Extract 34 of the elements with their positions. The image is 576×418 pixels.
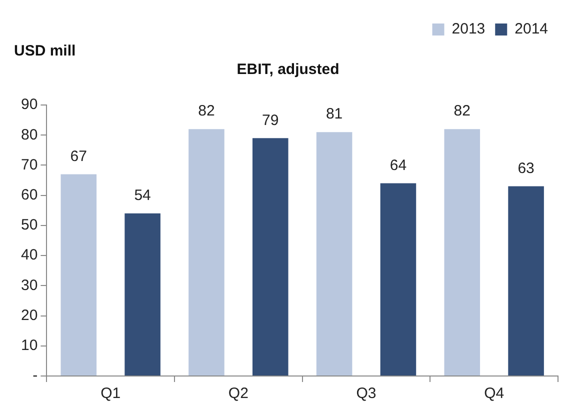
y-tick-label: 10	[20, 337, 38, 354]
y-tick-label: 50	[20, 216, 38, 234]
x-tick-label: Q2	[228, 385, 248, 402]
bar	[380, 183, 416, 376]
bar	[124, 213, 160, 376]
y-tick-label: 90	[20, 96, 38, 114]
data-label: 79	[262, 112, 279, 129]
chart-title: EBIT, adjusted	[236, 61, 340, 78]
bar	[188, 129, 224, 376]
y-tick-label: 30	[20, 276, 38, 294]
y-tick-label: 20	[20, 306, 38, 324]
y-tick-label: 80	[20, 126, 38, 144]
data-label: 54	[134, 187, 151, 204]
bar	[316, 132, 352, 376]
bar	[444, 129, 480, 376]
y-tick-label: -	[32, 367, 38, 384]
y-tick-label: 70	[20, 156, 38, 174]
bar	[252, 138, 288, 376]
x-tick-label: Q3	[356, 385, 376, 402]
y-tick-label: 60	[20, 186, 38, 204]
data-label: 63	[518, 160, 534, 177]
x-tick-label: Q4	[484, 385, 504, 402]
y-axis-title: USD mill	[14, 42, 76, 60]
data-label: 82	[454, 102, 470, 120]
data-label: 82	[198, 102, 215, 120]
data-label: 64	[390, 156, 407, 174]
legend-label: 2013	[452, 20, 486, 38]
bar	[508, 186, 544, 376]
x-tick-label: Q1	[100, 385, 121, 402]
y-tick-label: 40	[20, 246, 38, 264]
bar	[60, 174, 97, 376]
legend-label: 2014	[514, 20, 548, 38]
data-label: 81	[326, 106, 343, 123]
data-label: 67	[70, 148, 87, 165]
